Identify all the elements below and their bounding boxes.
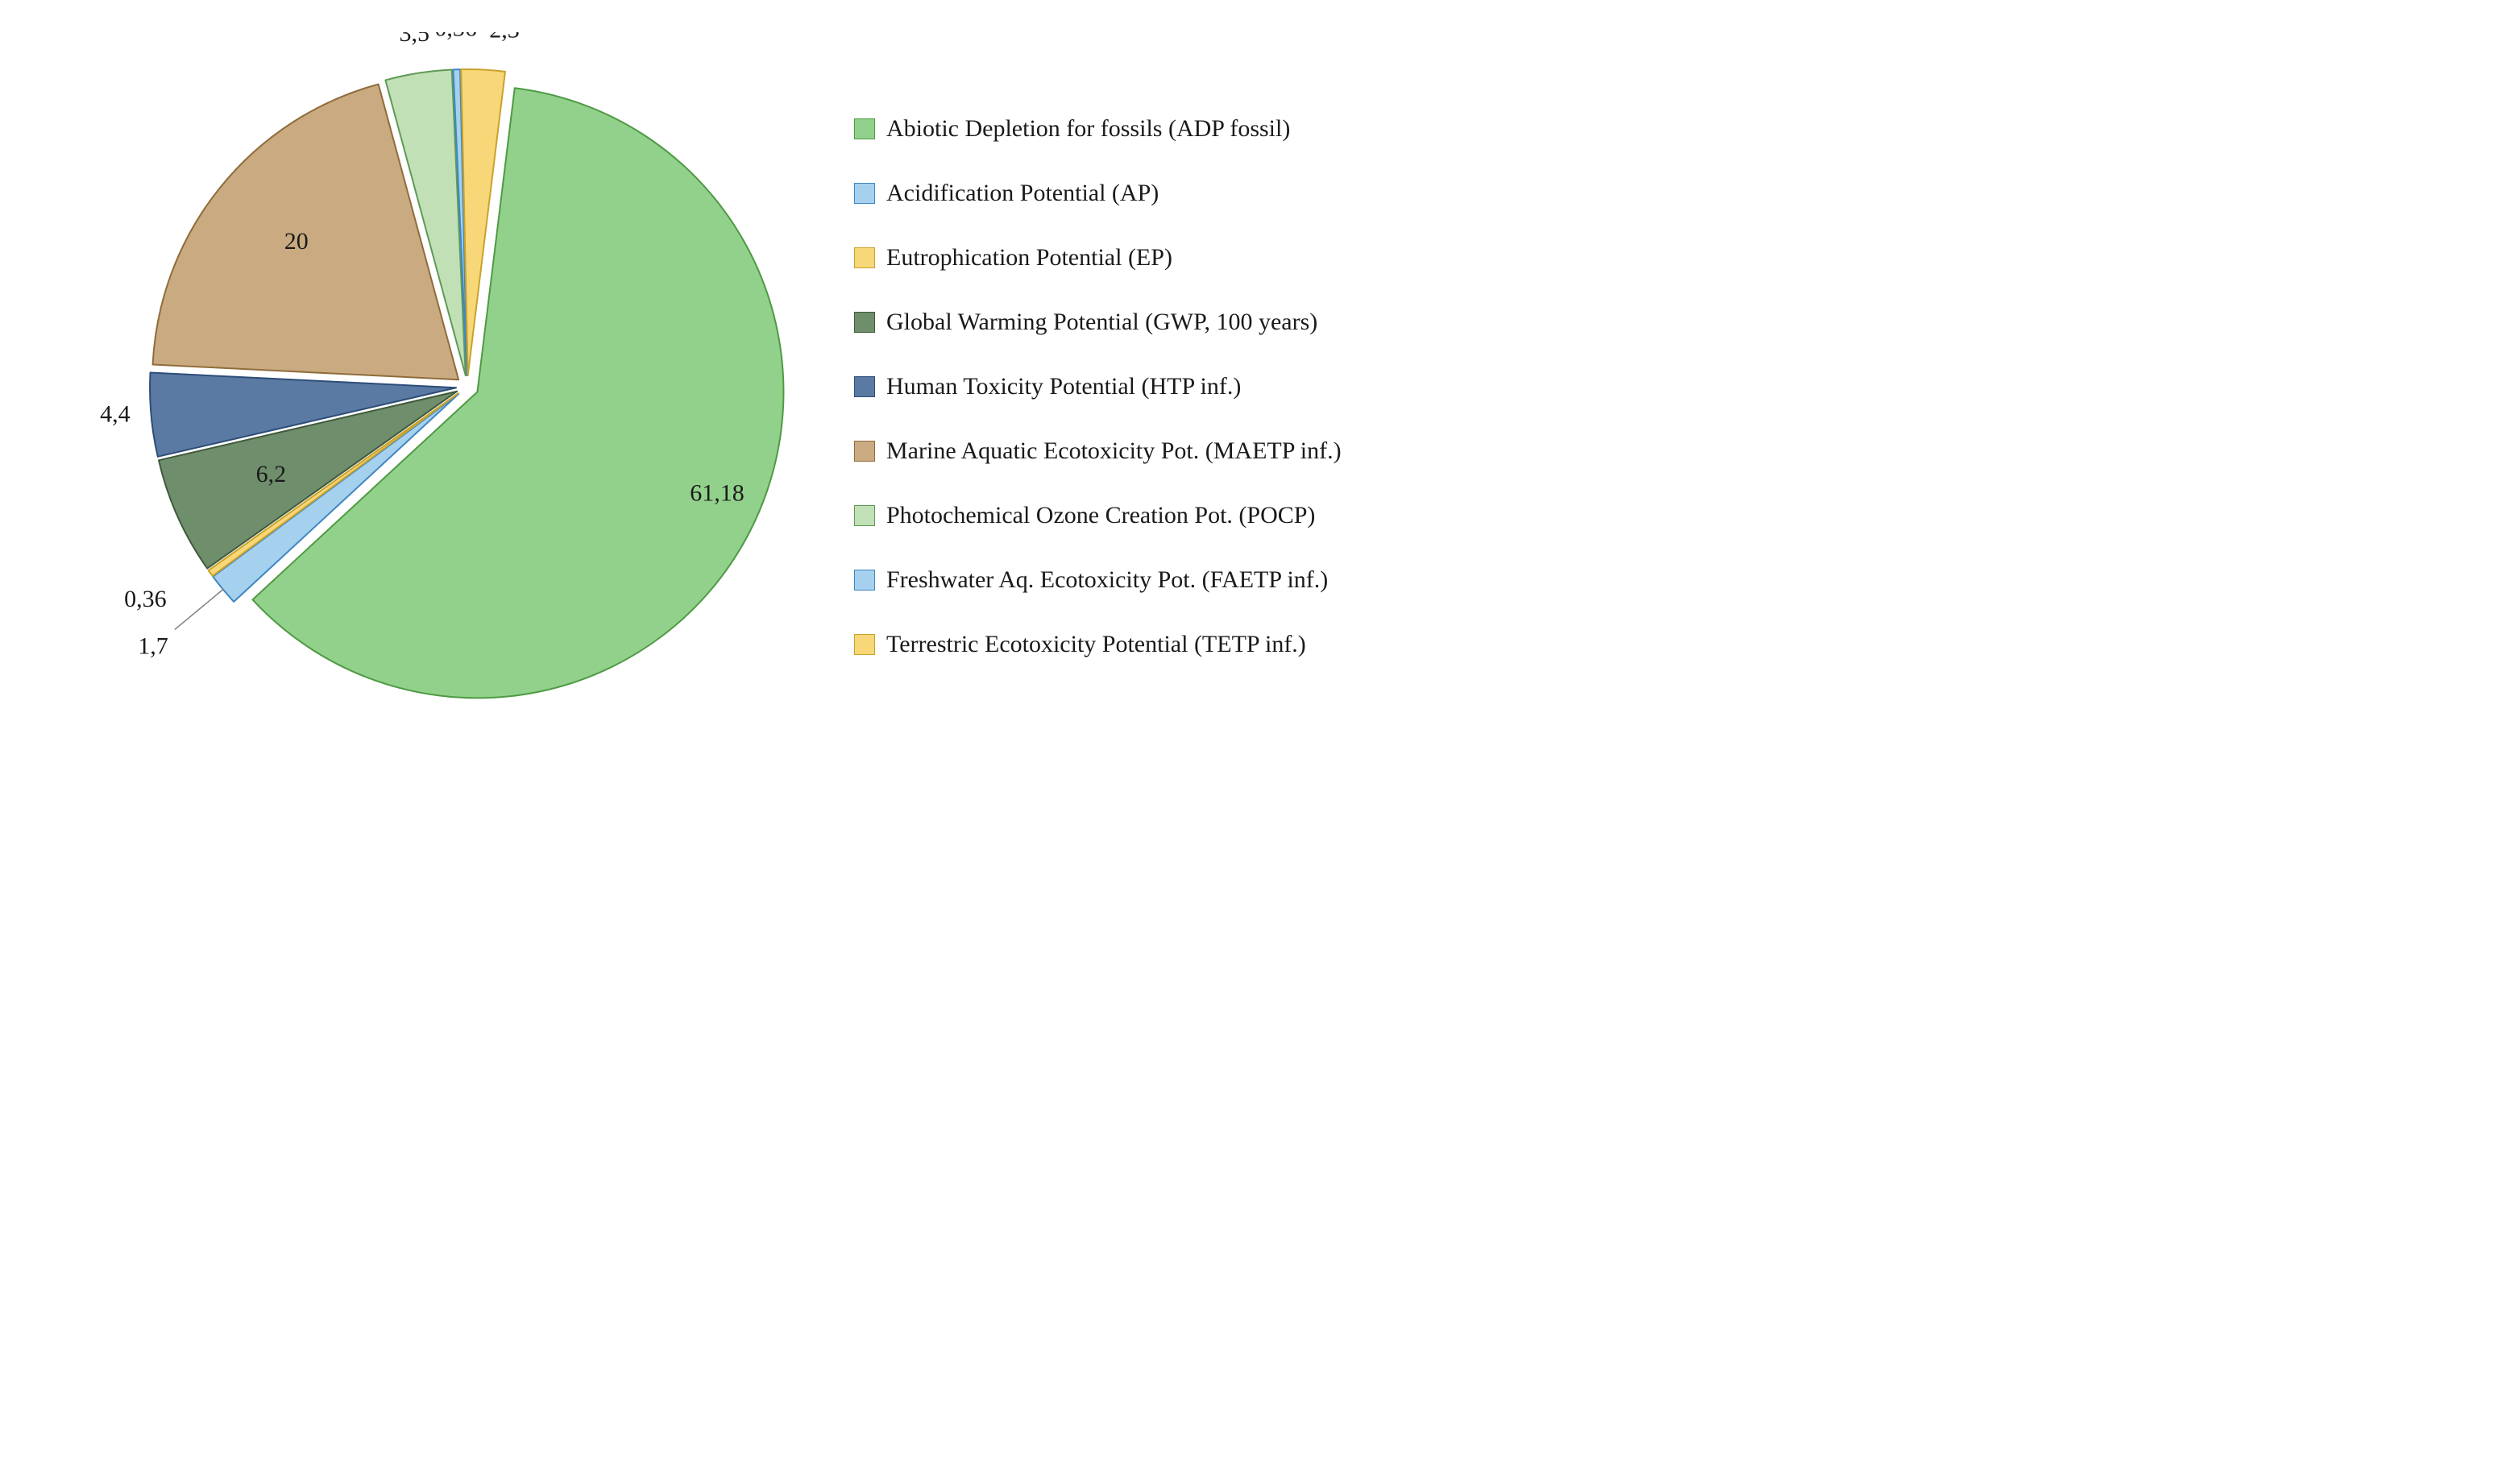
label-htp: 4,4 (100, 400, 131, 427)
legend-item-faetp: Freshwater Aq. Ecotoxicity Pot. (FAETP i… (854, 566, 1342, 594)
pie-chart: 61,18 1,7 0,36 6,2 4,4 20 3,5 0,36 2,3 (48, 32, 822, 741)
legend: Abiotic Depletion for fossils (ADP fossi… (854, 115, 1342, 658)
legend-label-htp: Human Toxicity Potential (HTP inf.) (886, 373, 1241, 400)
legend-item-adp: Abiotic Depletion for fossils (ADP fossi… (854, 115, 1342, 143)
legend-swatch-htp (854, 376, 875, 397)
legend-item-tetp: Terrestric Ecotoxicity Potential (TETP i… (854, 631, 1342, 658)
legend-item-pocp: Photochemical Ozone Creation Pot. (POCP) (854, 502, 1342, 529)
legend-label-faetp: Freshwater Aq. Ecotoxicity Pot. (FAETP i… (886, 566, 1328, 594)
legend-swatch-pocp (854, 505, 875, 526)
legend-label-gwp: Global Warming Potential (GWP, 100 years… (886, 309, 1317, 336)
leader-ap (175, 590, 223, 630)
legend-swatch-adp (854, 118, 875, 139)
legend-swatch-tetp (854, 634, 875, 655)
label-maetp: 20 (284, 228, 309, 255)
legend-item-maetp: Marine Aquatic Ecotoxicity Pot. (MAETP i… (854, 437, 1342, 465)
legend-swatch-ep (854, 247, 875, 268)
legend-label-tetp: Terrestric Ecotoxicity Potential (TETP i… (886, 631, 1306, 658)
label-tetp: 2,3 (489, 32, 520, 44)
legend-item-htp: Human Toxicity Potential (HTP inf.) (854, 373, 1342, 400)
label-adp: 61,18 (690, 480, 745, 507)
pie-svg: 61,18 1,7 0,36 6,2 4,4 20 3,5 0,36 2,3 (48, 32, 822, 741)
legend-swatch-ap (854, 183, 875, 204)
legend-item-ap: Acidification Potential (AP) (854, 180, 1342, 207)
legend-label-pocp: Photochemical Ozone Creation Pot. (POCP) (886, 502, 1315, 529)
legend-label-adp: Abiotic Depletion for fossils (ADP fossi… (886, 115, 1290, 143)
pie-slices (150, 69, 783, 698)
legend-item-ep: Eutrophication Potential (EP) (854, 244, 1342, 272)
legend-label-ap: Acidification Potential (AP) (886, 180, 1159, 207)
legend-swatch-faetp (854, 570, 875, 591)
label-faetp: 0,36 (434, 32, 477, 41)
legend-item-gwp: Global Warming Potential (GWP, 100 years… (854, 309, 1342, 336)
legend-label-maetp: Marine Aquatic Ecotoxicity Pot. (MAETP i… (886, 437, 1342, 465)
label-ap: 1,7 (138, 632, 168, 659)
label-gwp: 6,2 (256, 461, 287, 487)
legend-swatch-maetp (854, 441, 875, 462)
legend-swatch-gwp (854, 312, 875, 333)
label-ep: 0,36 (124, 586, 167, 612)
legend-label-ep: Eutrophication Potential (EP) (886, 244, 1172, 272)
label-pocp: 3,5 (400, 32, 429, 47)
